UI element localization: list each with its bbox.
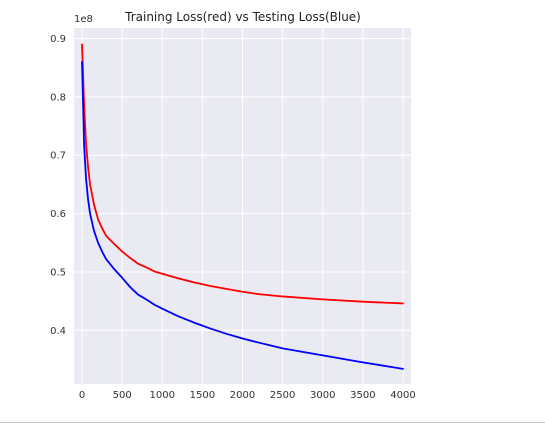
x-tick-label: 1000 bbox=[150, 390, 175, 401]
series-layer bbox=[81, 43, 404, 370]
chart-title: Training Loss(red) vs Testing Loss(Blue) bbox=[124, 10, 361, 24]
y-tick-label: 0.8 bbox=[50, 92, 66, 103]
training-loss-line bbox=[81, 43, 404, 305]
x-tick-label: 500 bbox=[113, 390, 132, 401]
x-tick-labels: 0 500 1000 1500 2000 2500 3000 3500 4000 bbox=[79, 390, 416, 401]
bottom-divider bbox=[0, 422, 545, 423]
x-tick-label: 3500 bbox=[350, 390, 375, 401]
testing-loss-line bbox=[81, 60, 404, 370]
y-offset-text: 1e8 bbox=[74, 14, 93, 25]
y-tick-label: 0.7 bbox=[50, 151, 66, 162]
x-tick-label: 1500 bbox=[190, 390, 215, 401]
y-tick-label: 0.9 bbox=[50, 34, 66, 45]
x-tick-label: 2500 bbox=[270, 390, 295, 401]
x-tick-label: 2000 bbox=[230, 390, 255, 401]
x-tick-label: 0 bbox=[79, 390, 85, 401]
y-tick-label: 0.5 bbox=[50, 267, 66, 278]
grid-lines bbox=[74, 28, 411, 384]
x-tick-label: 3000 bbox=[310, 390, 335, 401]
x-tick-label: 4000 bbox=[390, 390, 415, 401]
y-tick-label: 0.6 bbox=[50, 209, 66, 220]
y-tick-label: 0.4 bbox=[50, 326, 66, 337]
y-tick-labels: 0.4 0.5 0.6 0.7 0.8 0.9 bbox=[50, 34, 66, 337]
